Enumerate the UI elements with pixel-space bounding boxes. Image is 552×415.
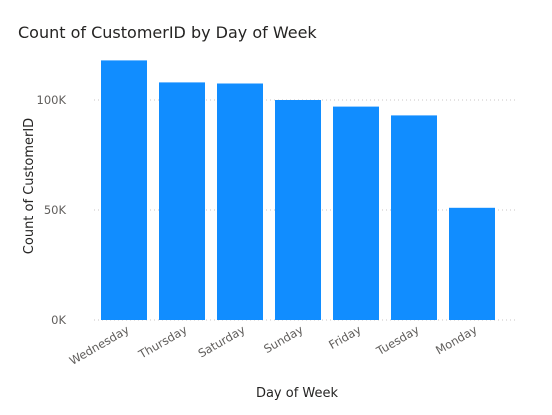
y-axis-label: Count of CustomerID <box>22 118 37 254</box>
x-tick-label: Friday <box>326 322 363 352</box>
x-tick-label: Sunday <box>261 322 305 356</box>
bar-tuesday[interactable] <box>391 115 437 321</box>
bar-monday[interactable] <box>449 207 495 320</box>
y-tick-label: 0K <box>51 313 66 327</box>
x-axis-label: Day of Week <box>256 386 339 401</box>
y-tick-label: 50K <box>44 203 67 217</box>
bar-saturday[interactable] <box>217 83 263 321</box>
x-tick-label: Monday <box>433 322 479 357</box>
x-tick-label: Thursday <box>135 322 189 361</box>
bar-wednesday[interactable] <box>101 60 147 321</box>
y-tick-label: 100K <box>37 93 67 107</box>
x-axis-ticks: Wednesday Thursday Saturday Sunday Friday Tue… <box>67 322 480 368</box>
bar-sunday[interactable] <box>275 100 321 320</box>
bar-friday[interactable] <box>333 106 379 320</box>
x-tick-label: Saturday <box>196 322 248 360</box>
bars <box>101 60 495 321</box>
chart-title: Count of CustomerID by Day of Week <box>18 23 317 42</box>
y-axis-ticks: 0K 50K 100K <box>37 93 67 327</box>
bar-thursday[interactable] <box>159 82 205 321</box>
x-tick-label: Tuesday <box>373 322 422 358</box>
x-tick-label: Wednesday <box>67 322 132 368</box>
